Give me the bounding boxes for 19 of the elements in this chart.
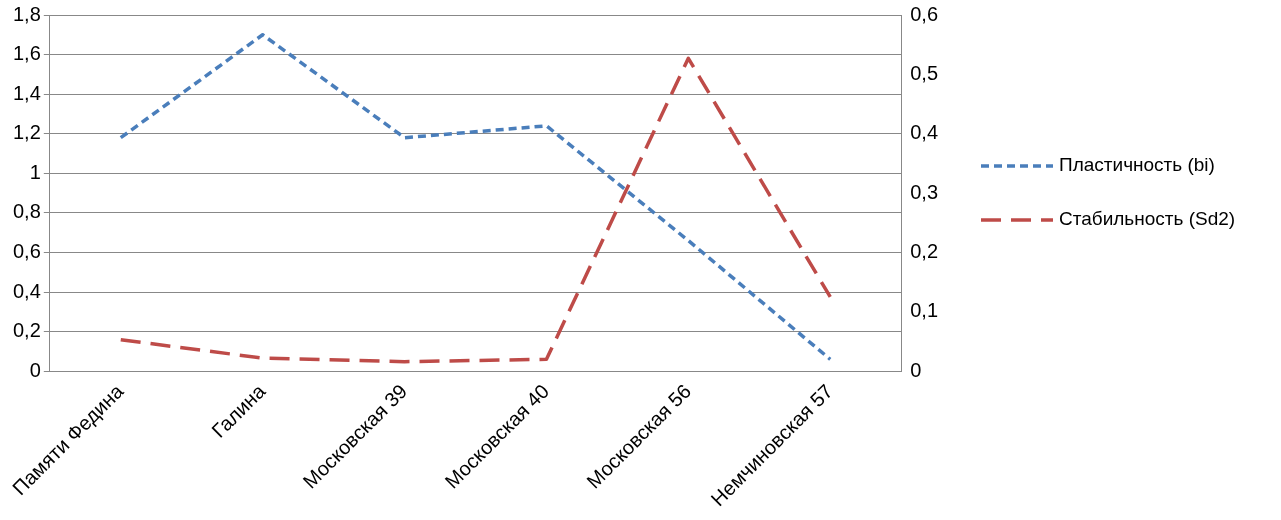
y-tick-label: 1,8 [12,2,41,25]
y-tick-label: 1,6 [12,42,41,65]
y-tick-label: 0,4 [12,279,41,302]
y2-tick-label: 0,6 [910,2,939,25]
y2-tick-label: 0,5 [910,61,939,84]
y-tick-label: 0,2 [12,319,41,342]
y2-tick-label: 0 [910,358,922,381]
legend-label: Пластичность (bi) [1059,154,1215,176]
y-tick-label: 0 [29,358,41,381]
y-tick-label: 1,4 [12,81,41,104]
y-tick-label: 0,6 [12,239,41,262]
y-tick-label: 1 [29,160,41,183]
y2-tick-label: 0,3 [910,180,939,203]
y2-tick-label: 0,2 [910,239,939,262]
y2-tick-label: 0,1 [910,299,939,322]
y2-tick-label: 0,4 [910,121,939,144]
y-tick-label: 1,2 [12,121,41,144]
legend-label: Стабильность (Sd2) [1059,208,1236,230]
y-tick-label: 0,8 [12,200,41,223]
